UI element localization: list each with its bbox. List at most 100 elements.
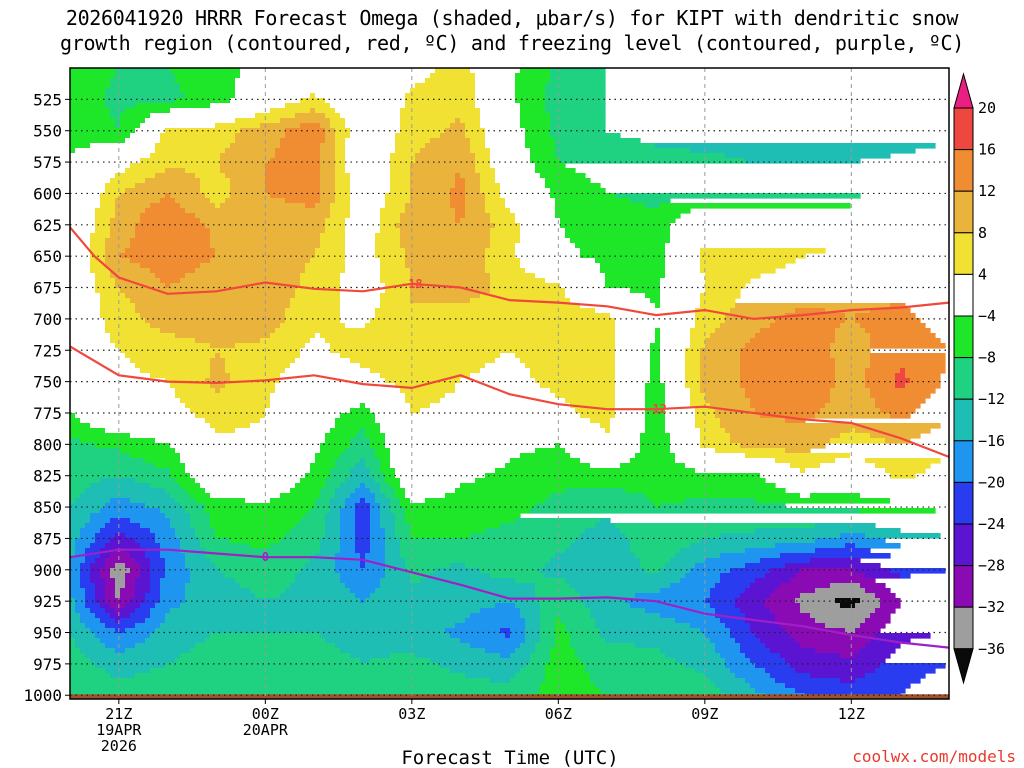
omega-cell: [370, 513, 381, 519]
omega-cell: [70, 113, 111, 119]
omega-cell: [435, 568, 481, 574]
omega-cell: [335, 458, 361, 464]
omega-cell: [70, 528, 81, 534]
omega-cell: [70, 333, 111, 339]
omega-cell: [315, 253, 346, 259]
omega-cell: [70, 98, 106, 104]
omega-cell: [210, 423, 251, 429]
omega-cell: [70, 133, 131, 139]
omega-cell: [460, 483, 776, 489]
omega-cell: [490, 233, 521, 239]
omega-cell: [135, 103, 211, 109]
omega-cell: [385, 193, 411, 199]
omega-cell: [215, 388, 221, 394]
colorbar-swatch: [953, 273, 974, 317]
omega-cell: [560, 158, 746, 164]
omega-cell: [400, 218, 456, 224]
omega-cell: [555, 208, 691, 214]
omega-cell: [745, 453, 851, 459]
colorbar-swatch: [953, 315, 974, 359]
omega-cell: [375, 413, 581, 419]
omega-cell: [235, 133, 286, 139]
omega-cell: [740, 358, 836, 364]
omega-cell: [350, 653, 391, 659]
colorbar-label: −36: [978, 640, 1005, 658]
omega-cell: [70, 163, 131, 169]
omega-cell: [535, 598, 581, 604]
omega-cell: [80, 573, 91, 579]
omega-cell: [485, 648, 516, 654]
omega-cell: [740, 648, 771, 654]
omega-cell: [730, 438, 831, 444]
omega-cell: [525, 623, 541, 629]
omega-cell: [515, 578, 566, 584]
omega-cell: [120, 193, 166, 199]
omega-cell: [775, 458, 836, 464]
omega-cell: [130, 358, 211, 364]
omega-cell: [310, 108, 316, 114]
omega-cell: [115, 123, 121, 129]
omega-cell: [630, 538, 701, 544]
omega-cell: [105, 183, 136, 189]
omega-cell: [815, 538, 886, 544]
omega-cell: [860, 648, 896, 654]
omega-cell: [120, 593, 136, 599]
omega-cell: [205, 488, 291, 494]
omega-cell: [105, 623, 136, 629]
omega-cell: [90, 568, 101, 574]
omega-cell: [615, 323, 696, 329]
omega-cell: [145, 208, 186, 214]
omega-cell: [570, 298, 651, 304]
omega-cell: [410, 163, 476, 169]
omega-cell: [70, 503, 106, 509]
omega-cell: [490, 678, 511, 684]
omega-cell: [345, 238, 376, 244]
omega-cell: [120, 448, 176, 454]
omega-cell: [470, 643, 521, 649]
omega-cell: [275, 383, 396, 389]
omega-cell: [75, 148, 156, 154]
omega-cell: [240, 73, 431, 79]
omega-cell: [340, 278, 381, 284]
omega-cell: [575, 648, 661, 654]
omega-cell: [160, 623, 456, 629]
omega-cell: [255, 113, 296, 119]
omega-cell: [220, 158, 271, 164]
omega-cell: [490, 288, 566, 294]
omega-cell: [70, 533, 81, 539]
omega-cell: [155, 273, 186, 279]
omega-cell: [455, 488, 566, 494]
omega-cell: [870, 613, 891, 619]
x-tick-label: 2026: [101, 737, 137, 755]
omega-cell: [70, 108, 111, 114]
omega-cell: [565, 228, 671, 234]
omega-cell: [130, 163, 221, 169]
omega-cell: [110, 673, 136, 679]
omega-cell: [400, 553, 556, 559]
omega-cell: [155, 143, 231, 149]
omega-cell: [550, 188, 606, 194]
omega-cell: [350, 178, 391, 184]
omega-cell: [630, 543, 691, 549]
omega-cell: [615, 318, 696, 324]
omega-cell: [335, 563, 361, 569]
omega-cell: [335, 138, 346, 144]
omega-cell: [420, 408, 576, 414]
omega-cell: [70, 88, 106, 94]
omega-cell: [450, 668, 521, 674]
omega-cell: [465, 128, 486, 134]
x-tick-label: 03Z: [398, 705, 425, 723]
omega-cell: [470, 138, 486, 144]
y-tick-label: 675: [33, 279, 62, 298]
omega-cell: [195, 213, 331, 219]
omega-cell: [250, 423, 336, 429]
omega-cell: [405, 93, 476, 99]
omega-cell: [645, 403, 666, 409]
omega-cell: [715, 643, 741, 649]
omega-cell: [290, 488, 321, 494]
omega-cell: [190, 573, 226, 579]
omega-cell: [265, 188, 321, 194]
omega-cell: [740, 443, 826, 449]
omega-cell: [535, 648, 551, 654]
omega-cell: [410, 173, 456, 179]
